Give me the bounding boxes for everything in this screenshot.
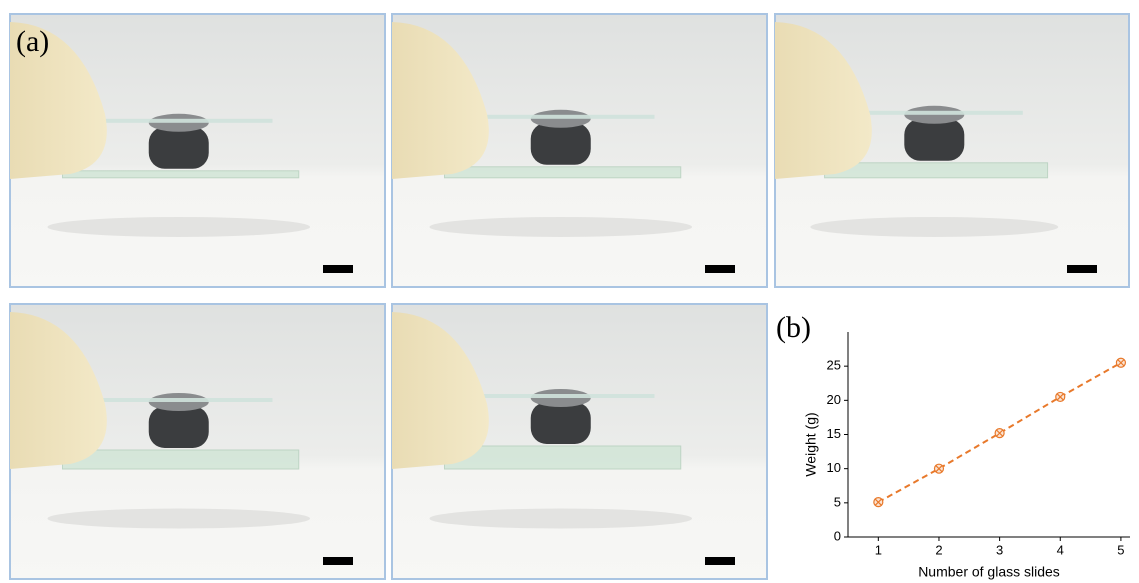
top-slide bbox=[85, 119, 273, 123]
x-tick-label: 5 bbox=[1117, 542, 1124, 557]
photo bbox=[392, 14, 767, 287]
figure: (a) (b) 0 5 10 15 20 25 1 2 3 4 5 Number of glass s… bbox=[0, 0, 1139, 583]
glass-slide bbox=[445, 167, 681, 178]
sample-dark bbox=[531, 402, 591, 444]
scale-bar bbox=[705, 557, 735, 565]
data-point bbox=[1116, 358, 1125, 367]
photo bbox=[392, 304, 767, 579]
shadow bbox=[430, 217, 693, 237]
y-tick-label: 10 bbox=[827, 460, 841, 475]
scale-bar bbox=[705, 265, 735, 273]
x-tick-label: 2 bbox=[935, 542, 942, 557]
photo bbox=[10, 14, 385, 287]
sample-dark bbox=[149, 406, 209, 448]
scale-bar bbox=[1067, 265, 1097, 273]
y-tick-label: 25 bbox=[827, 358, 841, 373]
sample-dark bbox=[531, 123, 591, 165]
photo-panels bbox=[10, 14, 1129, 579]
y-tick-label: 20 bbox=[827, 392, 841, 407]
top-slide bbox=[85, 398, 273, 402]
shadow bbox=[430, 509, 693, 529]
sample-dark bbox=[149, 127, 209, 169]
top-slide bbox=[467, 394, 655, 398]
x-axis-label: Number of glass slides bbox=[918, 564, 1060, 580]
scale-bar bbox=[323, 557, 353, 565]
data-point bbox=[934, 464, 943, 473]
chart: 0 5 10 15 20 25 1 2 3 4 5 Number of glass slides Wei… bbox=[803, 332, 1130, 580]
x-tick-label: 3 bbox=[996, 542, 1003, 557]
y-tick-label: 5 bbox=[834, 494, 841, 509]
data-point bbox=[1056, 392, 1065, 401]
shadow bbox=[810, 217, 1058, 237]
sample-dark bbox=[904, 119, 964, 161]
scale-bar bbox=[323, 265, 353, 273]
panel-label: (a) bbox=[16, 25, 49, 58]
data-point bbox=[874, 498, 883, 507]
x-tick-label: 4 bbox=[1057, 542, 1064, 557]
y-tick-label: 0 bbox=[834, 528, 841, 543]
y-tick-label: 15 bbox=[827, 426, 841, 441]
data-point bbox=[995, 429, 1004, 438]
photo bbox=[775, 14, 1129, 287]
photo bbox=[10, 304, 385, 579]
top-slide bbox=[467, 115, 655, 119]
glass-slide bbox=[825, 163, 1048, 178]
glass-slide bbox=[63, 450, 299, 469]
y-axis-label: Weight (g) bbox=[803, 412, 819, 476]
x-tick-label: 1 bbox=[875, 542, 882, 557]
shadow bbox=[48, 509, 311, 529]
panel-label: (b) bbox=[776, 311, 811, 344]
shadow bbox=[48, 217, 311, 237]
top-slide bbox=[846, 111, 1023, 115]
glass-slide bbox=[63, 171, 299, 178]
glass-slide bbox=[445, 446, 681, 469]
